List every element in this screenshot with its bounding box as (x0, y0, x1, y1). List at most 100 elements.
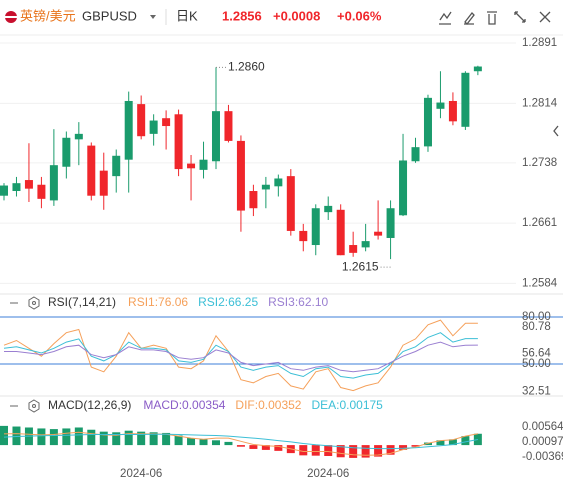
period[interactable]: 日K (176, 8, 198, 23)
macd-bar (12, 426, 21, 446)
y-tick-label: 50.00 (522, 358, 551, 370)
macd-bar (87, 429, 96, 446)
rsi-line (3, 332, 478, 379)
delete-button[interactable] (487, 11, 497, 25)
y-tick-label: 1.2891 (522, 37, 557, 49)
symbol[interactable]: GBPUSD (82, 8, 137, 23)
change-pct: +0.06% (337, 8, 382, 23)
close-button[interactable] (539, 11, 551, 23)
macd-bar (74, 427, 83, 446)
macd-bar (62, 428, 71, 446)
macd-bar (224, 441, 233, 446)
macd-bar (37, 428, 46, 446)
y-tick-label: 0.00097 (522, 436, 563, 448)
macd-bar (187, 438, 196, 446)
candle-body (274, 178, 283, 187)
y-tick-label: 1.2661 (522, 217, 557, 229)
candle-body (386, 208, 395, 238)
header: 英镑/美元 GBPUSD 日K 1.2856 +0.0008 +0.06% (0, 8, 563, 137)
y-tick-label: 1.2738 (522, 157, 557, 169)
macd-bar (324, 445, 333, 456)
candle-body (249, 191, 258, 209)
legend-entry: MACD:0.00354 (143, 398, 225, 412)
panel-title: MACD(12,26,9) (48, 398, 131, 412)
candle-body (99, 170, 108, 196)
rsi-line (4, 341, 478, 373)
candle-body (0, 185, 8, 196)
annotation-label: 1.2860 (228, 59, 265, 73)
candle-body (24, 180, 33, 189)
draw-tool-button[interactable] (439, 11, 452, 25)
candle-body (261, 184, 270, 190)
legend-entry: RSI3:62.10 (268, 295, 328, 309)
candle-body (174, 114, 183, 170)
panel-icons[interactable] (10, 296, 40, 413)
macd-bar (261, 445, 270, 450)
candle-body (62, 137, 71, 167)
y-tick-label: 32.51 (522, 385, 551, 397)
legend-entry: RSI2:66.25 (198, 295, 258, 309)
legend-entry: RSI1:76.06 (128, 295, 188, 309)
macd-bar (149, 432, 158, 446)
macd-bar (361, 445, 370, 458)
candle-body (12, 183, 21, 192)
change: +0.0008 (273, 8, 320, 23)
macd-bar (236, 445, 245, 447)
legend-entry: DEA:0.00175 (311, 398, 383, 412)
macd-bar (211, 440, 220, 446)
macd-bar (374, 445, 383, 457)
candle-body (236, 140, 245, 211)
candle-body (112, 155, 121, 177)
collapse-button[interactable] (553, 125, 559, 137)
candle-body (87, 145, 96, 196)
macd-line (3, 431, 478, 456)
macd-bar (162, 432, 171, 446)
y-tick-label: 1.2584 (522, 277, 558, 289)
candle-body (224, 111, 233, 141)
macd-bar (299, 445, 308, 456)
flag-stripe (5, 16, 17, 18)
candle-body (299, 230, 308, 242)
candle-body (199, 159, 208, 170)
macd-bar (274, 445, 283, 451)
x-tick-label: 2024-06 (120, 468, 162, 480)
candle-body (336, 209, 345, 256)
candle-body (286, 176, 295, 231)
y-tick-label: 56.64 (522, 348, 551, 360)
pen-button[interactable] (464, 12, 475, 25)
macd-bar (423, 442, 432, 446)
x-tick-label: 2024-06 (307, 468, 349, 480)
y-tick-label: 0.00564 (522, 421, 563, 433)
y-tick-label: 1.2814 (522, 97, 558, 109)
macd-bar (0, 425, 8, 446)
price: 1.2856 (222, 8, 262, 23)
macd-bar (112, 432, 121, 446)
candle-body (187, 163, 196, 169)
candle-body (374, 231, 383, 236)
candle-body (211, 111, 220, 162)
candle-body (311, 208, 320, 246)
pair-name: 英镑/美元 (20, 8, 76, 23)
candle-body (37, 184, 46, 199)
macd-bar (49, 429, 58, 446)
macd-bar (137, 431, 146, 446)
dropdown-arrow[interactable] (150, 15, 156, 19)
candle-body (124, 100, 133, 160)
fullscreen-button[interactable] (514, 11, 526, 23)
macd-bar (436, 440, 445, 446)
candle-body (324, 205, 333, 213)
macd-bar (399, 445, 408, 450)
macd-bar (349, 445, 358, 458)
rsi-line (3, 319, 478, 392)
candle-body (399, 160, 408, 216)
macd-bar (386, 445, 395, 455)
candle-body (361, 241, 370, 248)
candle-body (423, 97, 432, 147)
macd-bar (99, 431, 108, 446)
y-tick-label: 80.78 (522, 321, 551, 333)
annotation-label: 1.2615 (342, 259, 379, 273)
macd-bar (249, 445, 258, 449)
candle-body (411, 147, 420, 162)
candle-body (49, 165, 58, 201)
